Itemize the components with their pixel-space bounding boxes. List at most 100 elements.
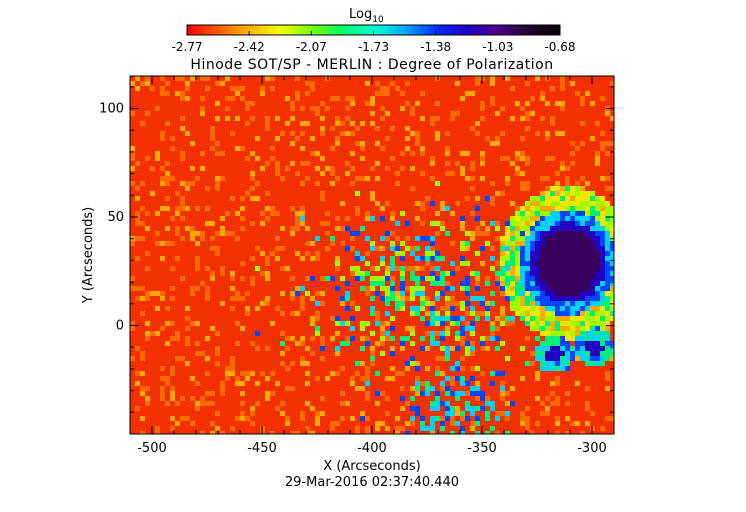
heatmap-cell <box>450 421 455 426</box>
heatmap-cell <box>570 356 575 361</box>
heatmap-cell <box>260 371 265 376</box>
heatmap-cell <box>410 186 415 191</box>
heatmap-cell <box>295 226 300 231</box>
heatmap-cell <box>585 271 590 276</box>
heatmap-cell <box>565 181 570 186</box>
heatmap-cell <box>530 271 535 276</box>
heatmap-cell <box>550 391 555 396</box>
heatmap-cell <box>605 241 610 246</box>
heatmap-cell <box>510 86 515 91</box>
heatmap-cell <box>595 211 600 216</box>
heatmap-cell <box>575 296 580 301</box>
heatmap-cell <box>440 421 445 426</box>
heatmap-cell <box>320 396 325 401</box>
heatmap-cell <box>570 286 575 291</box>
heatmap-cell <box>375 316 380 321</box>
heatmap-cell <box>320 191 325 196</box>
heatmap-cell <box>600 206 605 211</box>
heatmap-cell <box>605 186 610 191</box>
heatmap-cell <box>335 176 340 181</box>
heatmap-cell <box>520 306 525 311</box>
heatmap-cell <box>350 96 355 101</box>
heatmap-cell <box>525 321 530 326</box>
heatmap-cell <box>325 276 330 281</box>
heatmap-cell <box>555 431 560 434</box>
heatmap-cell <box>450 391 455 396</box>
heatmap-cell <box>600 231 605 236</box>
heatmap-cell <box>440 306 445 311</box>
heatmap-cell <box>240 216 245 221</box>
heatmap-cell <box>475 251 480 256</box>
heatmap-cell <box>600 266 605 271</box>
heatmap-cell <box>465 281 470 286</box>
heatmap-cell <box>590 246 595 251</box>
heatmap-cell <box>445 151 450 156</box>
heatmap-cell <box>540 216 545 221</box>
heatmap-cell <box>135 371 140 376</box>
heatmap-cell <box>390 296 395 301</box>
heatmap-cell <box>350 266 355 271</box>
heatmap-cell <box>505 221 510 226</box>
heatmap-cell <box>390 286 395 291</box>
heatmap-cell <box>445 331 450 336</box>
heatmap-cell <box>395 296 400 301</box>
heatmap-cell <box>560 106 565 111</box>
heatmap-cell <box>600 351 605 356</box>
heatmap-cell <box>545 286 550 291</box>
heatmap-cell <box>545 211 550 216</box>
heatmap-cell <box>595 246 600 251</box>
heatmap-cell <box>175 191 180 196</box>
heatmap-cell <box>310 151 315 156</box>
heatmap-cell <box>215 186 220 191</box>
heatmap-cell <box>265 126 270 131</box>
heatmap-cell <box>485 226 490 231</box>
heatmap-cell <box>380 336 385 341</box>
heatmap-cell <box>575 246 580 251</box>
heatmap-cell <box>510 116 515 121</box>
heatmap-cell <box>465 241 470 246</box>
heatmap-cell <box>470 406 475 411</box>
heatmap-cell <box>545 396 550 401</box>
heatmap-cell <box>560 81 565 86</box>
heatmap-cell <box>530 296 535 301</box>
heatmap-cell <box>185 226 190 231</box>
heatmap-cell <box>320 411 325 416</box>
heatmap-cell <box>425 251 430 256</box>
heatmap-cell <box>140 121 145 126</box>
heatmap-cell <box>380 86 385 91</box>
heatmap-cell <box>140 416 145 421</box>
heatmap-cell <box>290 386 295 391</box>
heatmap-cell <box>565 266 570 271</box>
heatmap-cell <box>310 86 315 91</box>
heatmap-cell <box>135 221 140 226</box>
heatmap-cell <box>600 296 605 301</box>
heatmap-cell <box>555 316 560 321</box>
heatmap-cell <box>580 201 585 206</box>
heatmap-cell <box>550 156 555 161</box>
heatmap-cell <box>165 226 170 231</box>
heatmap-cell <box>260 211 265 216</box>
heatmap-cell <box>525 221 530 226</box>
heatmap-cell <box>545 231 550 236</box>
heatmap-cell <box>555 341 560 346</box>
heatmap-cell <box>500 291 505 296</box>
heatmap-cell <box>515 301 520 306</box>
heatmap-cell <box>295 171 300 176</box>
heatmap-cell <box>345 216 350 221</box>
heatmap-cell <box>370 281 375 286</box>
heatmap-cell <box>605 276 610 281</box>
heatmap-cell <box>250 171 255 176</box>
heatmap-cell <box>355 426 360 431</box>
heatmap-cell <box>435 211 440 216</box>
heatmap-cell <box>575 196 580 201</box>
heatmap-cell <box>130 111 135 116</box>
heatmap-cell <box>545 246 550 251</box>
heatmap-cell <box>420 426 425 431</box>
heatmap-cell <box>535 346 540 351</box>
heatmap-cell <box>600 316 605 321</box>
heatmap-cell <box>435 101 440 106</box>
heatmap-cell <box>430 121 435 126</box>
heatmap-cell <box>460 356 465 361</box>
heatmap-cell <box>485 416 490 421</box>
heatmap-cell <box>520 266 525 271</box>
